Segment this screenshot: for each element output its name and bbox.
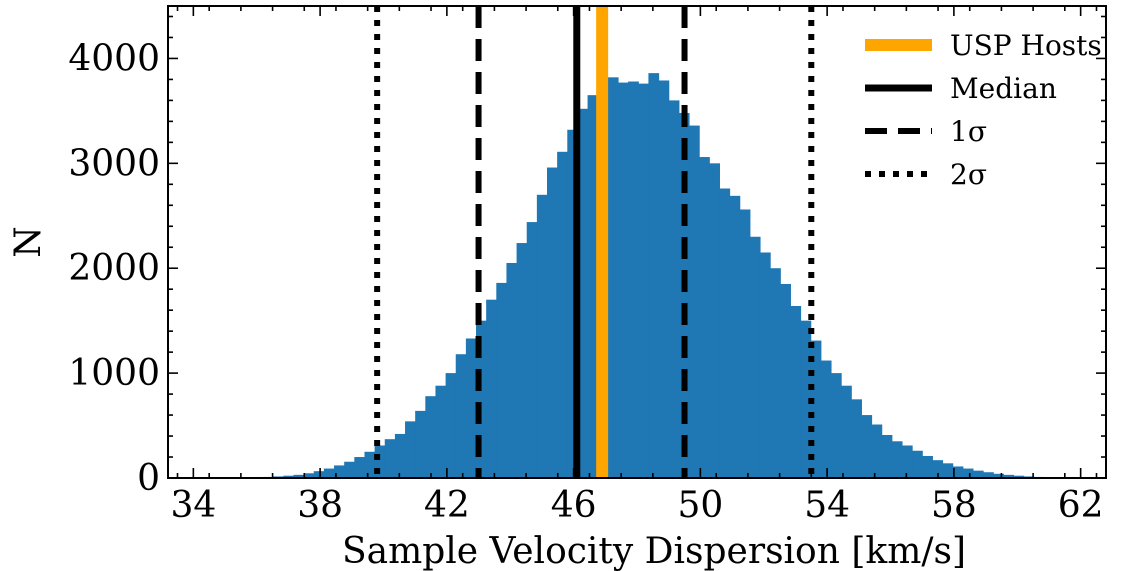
histogram-bar bbox=[628, 81, 639, 479]
x-tick-label: 50 bbox=[677, 485, 723, 526]
histogram-bar bbox=[759, 252, 771, 478]
histogram-bar bbox=[841, 385, 852, 478]
x-tick-label: 38 bbox=[297, 485, 343, 526]
histogram-bar bbox=[729, 195, 741, 479]
histogram-bar bbox=[881, 434, 893, 478]
y-tick-label: 1000 bbox=[68, 353, 160, 394]
histogram-bar bbox=[567, 129, 579, 478]
histogram-bar bbox=[293, 474, 305, 478]
histogram-bar bbox=[435, 385, 447, 478]
histogram-bar bbox=[384, 439, 396, 478]
histogram-bar bbox=[334, 465, 345, 478]
histogram-bar bbox=[344, 461, 355, 478]
histogram-bar bbox=[557, 151, 568, 478]
histogram-bar bbox=[699, 157, 710, 479]
y-tick-label: 3000 bbox=[68, 143, 160, 184]
histogram-bar bbox=[577, 108, 589, 479]
histogram-bar bbox=[770, 268, 781, 478]
y-tick-labels: 0 1000 2000 3000 4000 bbox=[68, 38, 160, 499]
histogram-bar bbox=[405, 421, 416, 478]
plot-frame bbox=[167, 5, 1107, 479]
histogram-bar bbox=[354, 457, 366, 478]
histogram-bar bbox=[962, 468, 974, 478]
vertical-reference-lines bbox=[374, 6, 815, 478]
histogram-bar bbox=[922, 455, 933, 478]
histogram-bar bbox=[506, 262, 518, 478]
histogram-bar bbox=[790, 305, 802, 478]
histogram-bar bbox=[820, 360, 832, 478]
y-tick-label: 4000 bbox=[68, 38, 160, 79]
histogram-bar bbox=[830, 373, 842, 478]
x-axis-title: Sample Velocity Dispersion [km/s] bbox=[342, 531, 966, 571]
x-tick-label: 58 bbox=[931, 485, 977, 526]
histogram-bar bbox=[719, 188, 731, 479]
histogram-bar bbox=[526, 222, 538, 478]
histogram-bar bbox=[516, 243, 528, 478]
x-tick-label: 34 bbox=[170, 485, 216, 526]
legend-label-sigma2: 2σ bbox=[950, 158, 987, 191]
histogram-bar bbox=[993, 473, 1004, 478]
histogram-bar bbox=[455, 354, 467, 478]
legend: USP Hosts Median 1σ 2σ bbox=[865, 29, 1102, 191]
y-tick-label: 2000 bbox=[68, 248, 160, 289]
histogram-bar bbox=[983, 472, 994, 478]
histogram-bar bbox=[861, 415, 873, 478]
histogram-bar bbox=[972, 470, 984, 478]
histogram-bar bbox=[810, 340, 822, 478]
histogram-bar bbox=[749, 236, 761, 478]
histogram-bar bbox=[800, 320, 812, 478]
plot-border bbox=[167, 5, 1107, 479]
histogram-bar bbox=[445, 373, 457, 478]
histogram-bar bbox=[374, 445, 386, 478]
histogram-bar bbox=[323, 468, 335, 478]
x-tick-label: 62 bbox=[1058, 485, 1104, 526]
histogram-bar bbox=[496, 282, 508, 478]
histogram-bar bbox=[891, 441, 903, 478]
histogram-bar bbox=[547, 167, 558, 479]
y-tick-label: 0 bbox=[137, 458, 160, 499]
histogram-bar bbox=[780, 283, 791, 478]
legend-label-sigma1: 1σ bbox=[950, 115, 987, 148]
histogram-bar bbox=[952, 466, 964, 478]
histogram-bar bbox=[1003, 474, 1015, 478]
legend-label-median: Median bbox=[950, 72, 1057, 105]
histogram-bar bbox=[394, 433, 406, 478]
histogram-bar bbox=[303, 473, 315, 478]
histogram-bar bbox=[607, 77, 619, 478]
histogram-bar bbox=[364, 451, 376, 478]
x-tick-label: 42 bbox=[424, 485, 470, 526]
histogram-bar bbox=[283, 475, 295, 478]
histogram-bar bbox=[415, 410, 426, 478]
x-tick-label: 54 bbox=[804, 485, 850, 526]
legend-label-usp: USP Hosts bbox=[950, 29, 1102, 62]
histogram-bar bbox=[648, 73, 660, 478]
histogram-bar bbox=[313, 471, 325, 478]
histogram-bar bbox=[465, 338, 477, 478]
histogram-bar bbox=[901, 445, 913, 478]
histogram-bar bbox=[486, 299, 497, 478]
histogram-bar bbox=[912, 450, 923, 478]
histogram-bar bbox=[851, 399, 862, 478]
histogram-bar bbox=[587, 95, 599, 479]
y-axis-title: N bbox=[8, 226, 49, 258]
histogram-bar bbox=[536, 194, 548, 479]
histogram-bar bbox=[942, 463, 954, 478]
histogram-bar bbox=[425, 396, 437, 478]
histogram-bar bbox=[1013, 475, 1025, 478]
x-tick-label: 46 bbox=[551, 485, 597, 526]
histogram-bar bbox=[668, 100, 680, 479]
x-tick-labels: 34 38 42 46 50 54 58 62 bbox=[170, 485, 1103, 526]
histogram-bar bbox=[638, 83, 650, 479]
histogram-bar bbox=[709, 163, 720, 479]
histogram-bar bbox=[932, 460, 944, 478]
histogram-bar bbox=[871, 424, 883, 478]
histogram-bar bbox=[688, 125, 700, 478]
histogram-bar bbox=[617, 82, 629, 479]
histogram-bar bbox=[739, 209, 751, 479]
histogram-bar bbox=[476, 320, 487, 478]
histogram-bar bbox=[678, 112, 690, 478]
histogram-bar bbox=[658, 80, 670, 479]
